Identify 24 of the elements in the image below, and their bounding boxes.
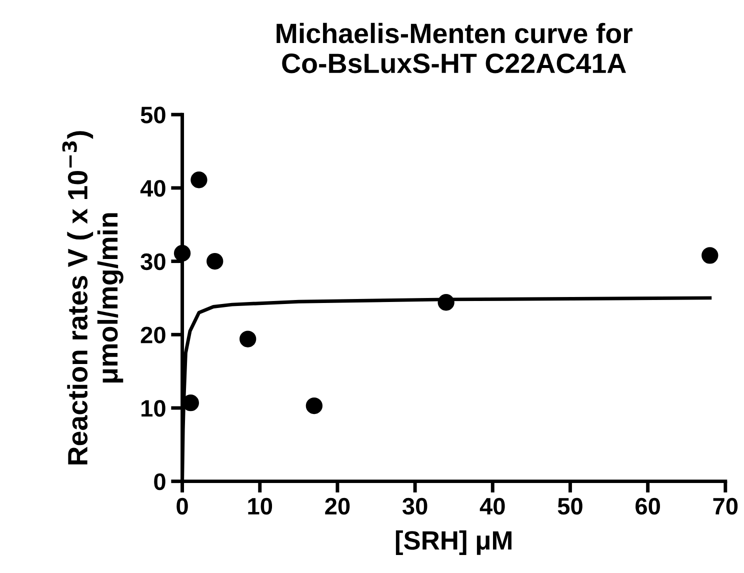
point — [306, 397, 323, 414]
x-tick-label: 60 — [636, 498, 660, 515]
y-tick-label: 0 — [154, 473, 166, 490]
x-tick-label: 0 — [176, 498, 188, 515]
y-tick-label: 20 — [140, 326, 166, 344]
x-tick-label: 30 — [402, 498, 428, 515]
point — [174, 244, 191, 262]
x-tick-label: 70 — [713, 498, 738, 515]
point — [438, 294, 454, 311]
y-tick-label: 10 — [142, 400, 166, 417]
x-axis-title: [SRH] μM — [396, 530, 512, 556]
x-tick-label: 20 — [325, 498, 350, 515]
x-tick-label: 50 — [558, 498, 582, 515]
x-tick-label: 40 — [480, 498, 505, 515]
point — [240, 330, 256, 348]
chart-title: Michaelis-Menten curve for Co-BsLuxS-HT C22AC41A — [276, 22, 632, 74]
point — [702, 247, 718, 264]
y-tick-label: 30 — [140, 253, 166, 270]
text: Reaction rates V ( x 10$^{−3}$) μmol/mg/min — [62, 131, 124, 464]
x-tick-label: 10 — [248, 498, 272, 515]
y-tick-label: 40 — [140, 180, 166, 197]
point — [190, 172, 208, 188]
point — [206, 252, 224, 270]
y-tick-label: 50 — [140, 106, 166, 124]
